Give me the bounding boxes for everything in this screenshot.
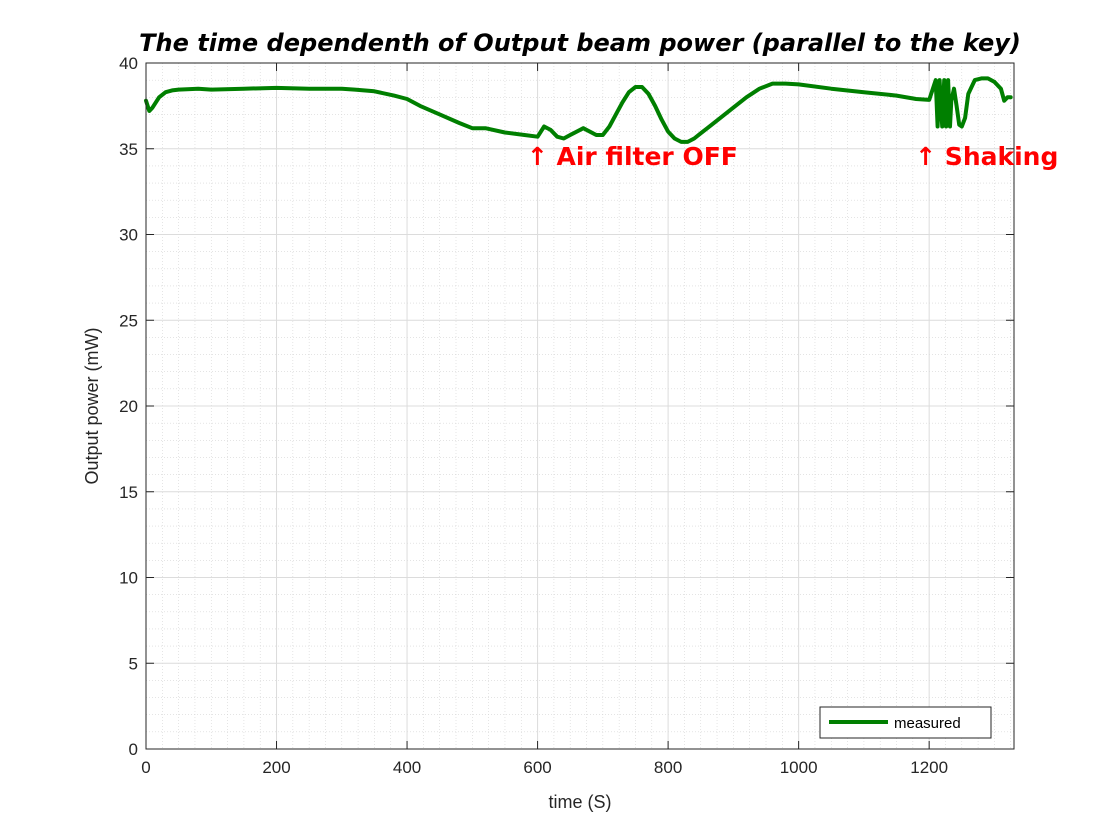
legend: measured <box>819 706 992 739</box>
x-tick-label: 0 <box>141 758 150 777</box>
y-tick-label: 40 <box>119 54 138 73</box>
y-tick-label: 5 <box>129 654 138 673</box>
x-tick-label: 600 <box>523 758 551 777</box>
y-tick-label: 30 <box>119 226 138 245</box>
x-tick-label: 1000 <box>780 758 818 777</box>
legend-box <box>819 706 992 739</box>
tick-labels: 0 200 400 600 800 1000 1200 0 5 10 15 20 25 30 35 40 <box>119 54 948 777</box>
y-tick-label: 10 <box>119 569 138 588</box>
y-tick-label: 35 <box>119 140 138 159</box>
x-tick-label: 400 <box>393 758 421 777</box>
y-tick-label: 0 <box>129 740 138 759</box>
x-axis-label: time (S) <box>549 792 612 812</box>
axis-ticks <box>145 62 1014 750</box>
x-tick-label: 800 <box>654 758 682 777</box>
y-tick-label: 20 <box>119 397 138 416</box>
annotations: ↑ Air filter OFF ↑ Shaking <box>527 142 1059 171</box>
x-tick-label: 200 <box>262 758 290 777</box>
chart-title: The time dependenth of Output beam power… <box>139 29 1021 57</box>
y-axis-label: Output power (mW) <box>82 327 102 484</box>
legend-label-measured: measured <box>894 715 961 732</box>
series-layer <box>144 76 1013 144</box>
x-tick-label: 1200 <box>910 758 948 777</box>
annotation-label: ↑ Air filter OFF <box>527 142 738 171</box>
y-tick-label: 15 <box>119 483 138 502</box>
annotation-label: ↑ Shaking <box>915 142 1058 171</box>
y-tick-label: 25 <box>119 311 138 330</box>
series-line-measured <box>144 76 1013 144</box>
